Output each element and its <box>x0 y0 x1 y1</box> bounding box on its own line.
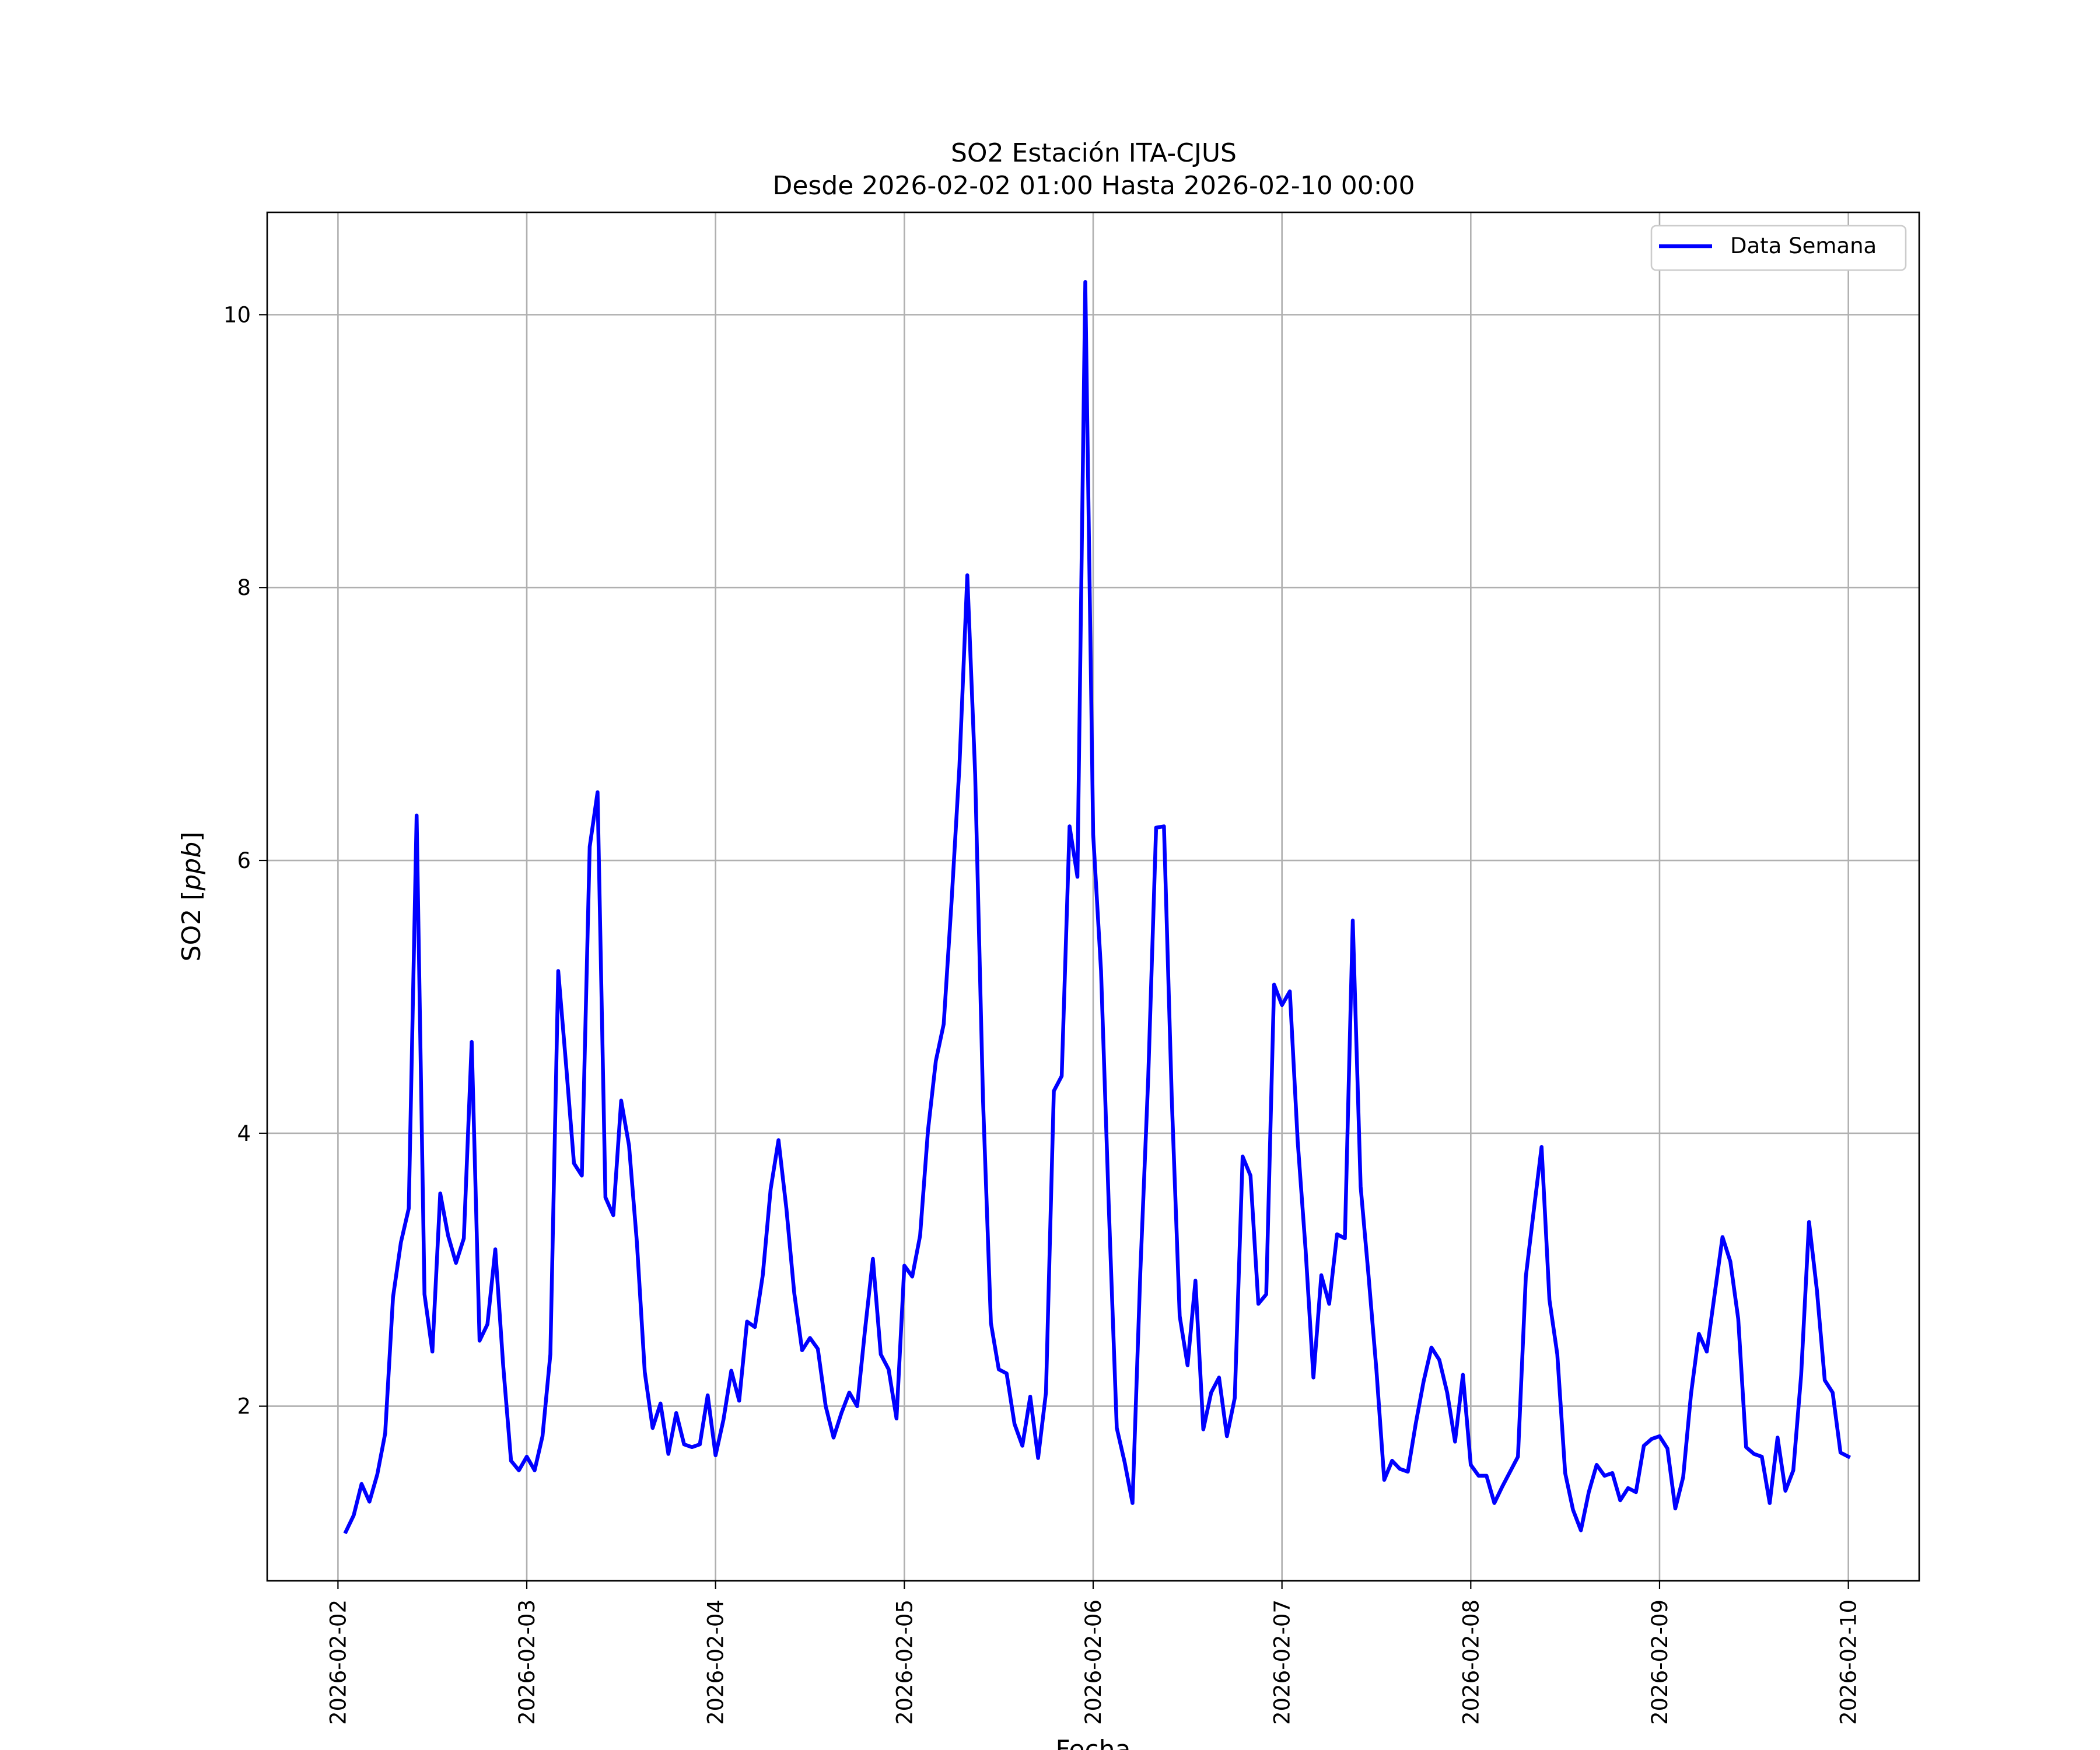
y-tick-label: 2 <box>237 1394 251 1419</box>
series-layer <box>343 280 1852 1535</box>
x-tick-label: 2026-02-05 <box>892 1600 917 1725</box>
x-tick-label: 2026-02-09 <box>1647 1600 1672 1725</box>
x-tick-label: 2026-02-04 <box>704 1600 729 1725</box>
ticks: 2026-02-02 2026-02-03 2026-02-04 2026-02-05… <box>223 302 1861 1725</box>
y-tick-label: 4 <box>237 1121 251 1146</box>
legend-box <box>1650 225 1907 271</box>
y-tick-label: 6 <box>237 848 251 873</box>
grid <box>267 212 1919 1581</box>
y-axis-label-unit: ppb <box>177 842 206 891</box>
x-axis-label: Fecha <box>1055 1735 1130 1750</box>
y-axis-label-suffix: ] <box>177 832 206 842</box>
y-tick-label: 10 <box>223 302 251 327</box>
x-tick-label: 2026-02-02 <box>326 1600 351 1725</box>
chart-title: SO2 Estación ITA-CJUS <box>951 138 1237 168</box>
legend: Data Semana <box>1650 225 1907 271</box>
x-tick-label: 2026-02-10 <box>1836 1600 1861 1725</box>
y-axis-label-prefix: SO2 [ <box>177 891 206 962</box>
legend-label: Data Semana <box>1730 233 1877 258</box>
series-line-0 <box>343 280 1852 1535</box>
x-tick-label: 2026-02-06 <box>1081 1600 1106 1725</box>
x-tick-label: 2026-02-03 <box>514 1600 540 1725</box>
x-tick-label: 2026-02-08 <box>1458 1600 1483 1725</box>
x-tick-label: 2026-02-07 <box>1270 1600 1295 1725</box>
chart-subtitle: Desde 2026-02-02 01:00 Hasta 2026-02-10 … <box>772 171 1415 201</box>
y-tick-label: 8 <box>237 575 251 600</box>
y-axis-label: SO2 [ppb] <box>177 832 206 962</box>
